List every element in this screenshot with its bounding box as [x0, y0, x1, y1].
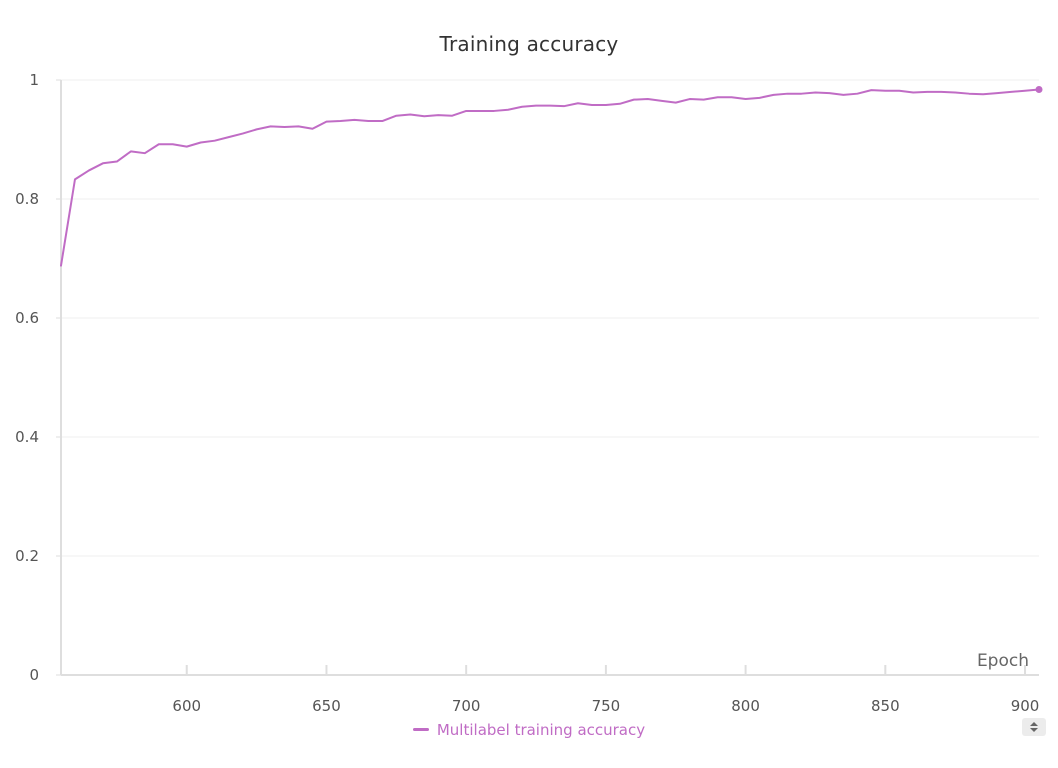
y-tick-label: 1 [29, 71, 39, 89]
series-last-point [1035, 86, 1043, 94]
x-tick-label: 850 [871, 697, 900, 715]
x-tick-label: 900 [1011, 697, 1040, 715]
sort-arrows-icon [1030, 722, 1038, 732]
y-tick-label: 0 [29, 666, 39, 684]
series-line [60, 88, 1040, 267]
y-tick-label: 0.4 [15, 428, 39, 446]
legend-item[interactable]: Multilabel training accuracy [412, 720, 646, 739]
chart-title: Training accuracy [439, 32, 619, 56]
x-tick-label: 800 [731, 697, 760, 715]
y-tick-label: 0.8 [15, 190, 39, 208]
x-tick-label: 750 [592, 697, 621, 715]
legend-swatch [412, 728, 429, 731]
y-tick-label: 0.2 [15, 547, 39, 565]
x-tick-label: 650 [312, 697, 341, 715]
x-tick-label: 700 [452, 697, 481, 715]
x-axis-title: Epoch [977, 651, 1029, 671]
legend-scroll-control[interactable] [1022, 718, 1046, 736]
x-tick-label: 600 [172, 697, 201, 715]
y-tick-label: 0.6 [15, 309, 39, 327]
legend: Multilabel training accuracy [0, 717, 1058, 739]
legend-label: Multilabel training accuracy [436, 720, 646, 739]
